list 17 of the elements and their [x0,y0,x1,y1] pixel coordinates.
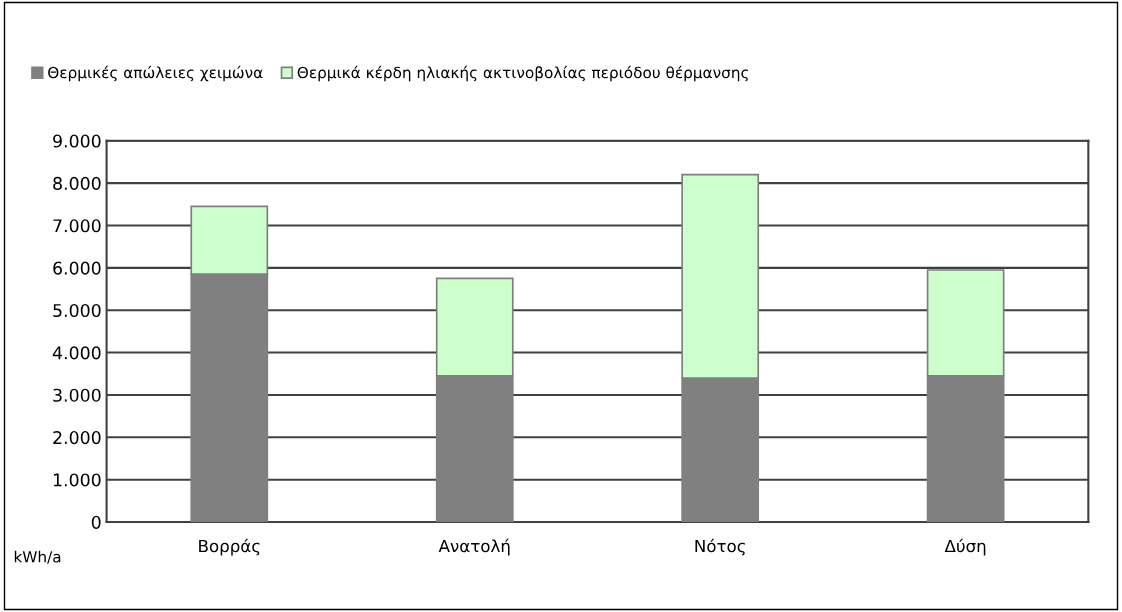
y-tick-label: 0 [91,515,101,529]
y-axis-title: kWh/a [14,550,61,564]
y-tick-label: 8.000 [53,176,101,190]
legend-label: Θερμικά κέρδη ηλιακής ακτινοβολίας περιόδου θέρμανσης [297,65,748,82]
y-tick-label: 5.000 [53,303,101,318]
legend-label: Θερμικές απώλειες χειμώνα [48,65,263,82]
x-tick-label: Νότος [695,538,745,556]
y-tick-label: 3.000 [53,388,101,402]
x-tick-label: Δύση [944,538,986,556]
x-tick-label: Βορράς [199,538,260,556]
y-tick-label: 7.000 [53,219,101,233]
y-tick-label: 9.000 [53,134,101,148]
y-tick-label: 1.000 [53,473,101,487]
y-tick-label: 4.000 [52,346,101,360]
x-tick-label: Ανατολή [438,538,510,556]
y-tick-label: 6.000 [53,261,101,275]
y-tick-label: 2.000 [53,431,101,445]
